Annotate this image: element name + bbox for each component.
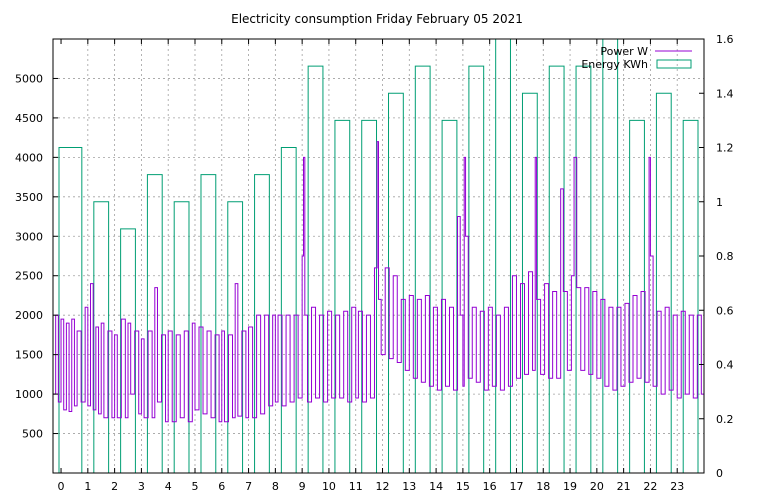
legend: Power W Energy KWh — [581, 45, 692, 71]
y2-tick-label: 0 — [716, 467, 723, 480]
energy-bar — [307, 65, 324, 473]
y-tick-label: 3500 — [15, 191, 43, 204]
x-tick-label: 7 — [245, 480, 252, 493]
x-tick-label: 18 — [536, 480, 550, 493]
y2-tick-label: 1.2 — [716, 142, 734, 155]
energy-bar — [173, 201, 190, 473]
energy-series — [58, 38, 699, 473]
power-line — [53, 141, 704, 423]
x-tick-label: 9 — [299, 480, 306, 493]
y2-tick-label: 0.4 — [716, 359, 734, 372]
x-tick-label: 23 — [670, 480, 684, 493]
legend-swatch-energy — [656, 59, 692, 69]
y-tick-label: 5000 — [15, 72, 43, 85]
energy-bar — [120, 228, 136, 473]
y2-tick-label: 1 — [716, 196, 723, 209]
y-tick-label: 2500 — [15, 270, 43, 283]
x-tick-label: 14 — [429, 480, 443, 493]
x-tick-label: 15 — [456, 480, 470, 493]
x-tick-label: 2 — [111, 480, 118, 493]
chart-title: Electricity consumption Friday February … — [231, 12, 523, 26]
energy-bar — [629, 119, 645, 473]
y2-tick-label: 0.8 — [716, 250, 734, 263]
energy-bar — [227, 201, 244, 473]
energy-bar — [58, 147, 83, 473]
y2-tick-label: 0.2 — [716, 413, 734, 426]
x-tick-label: 3 — [138, 480, 145, 493]
x-tick-label: 10 — [322, 480, 336, 493]
y2-tick-label: 1.4 — [716, 87, 734, 100]
y-tick-label: 3000 — [15, 230, 43, 243]
energy-bar — [334, 119, 351, 473]
y-tick-label: 4500 — [15, 112, 43, 125]
y-tick-label: 2000 — [15, 309, 43, 322]
energy-bar — [468, 65, 485, 473]
x-tick-label: 19 — [563, 480, 577, 493]
x-tick-label: 16 — [483, 480, 497, 493]
legend-label-energy: Energy KWh — [581, 58, 648, 71]
x-tick-label: 1 — [84, 480, 91, 493]
energy-bar — [254, 174, 270, 473]
y-axis-left: 500 1000 1500 2000 2500 3000 3500 4000 4500 5000 — [15, 72, 58, 441]
energy-bar — [280, 147, 297, 473]
energy-bar — [388, 92, 404, 473]
y-tick-label: 500 — [22, 428, 43, 441]
x-tick-label: 17 — [509, 480, 523, 493]
x-tick-label: 12 — [376, 480, 390, 493]
energy-bar — [575, 65, 592, 473]
y-axis-right: 0 0.2 0.4 0.6 0.8 1 1.2 1.4 1.6 — [699, 33, 734, 480]
energy-bar — [682, 119, 699, 473]
energy-bar — [414, 65, 431, 473]
y-tick-label: 4000 — [15, 151, 43, 164]
energy-bar — [441, 119, 458, 473]
x-tick-label: 6 — [218, 480, 225, 493]
x-tick-label: 13 — [402, 480, 416, 493]
y2-tick-label: 0.6 — [716, 304, 734, 317]
y-tick-label: 1000 — [15, 388, 43, 401]
x-tick-label: 11 — [349, 480, 363, 493]
energy-bar — [146, 174, 163, 473]
x-tick-label: 0 — [58, 480, 65, 493]
x-tick-label: 22 — [643, 480, 657, 493]
energy-bar — [655, 92, 672, 473]
energy-bar — [361, 119, 378, 473]
legend-label-power: Power W — [600, 45, 648, 58]
x-tick-label: 5 — [191, 480, 198, 493]
x-tick-label: 4 — [165, 480, 172, 493]
x-tick-label: 8 — [272, 480, 279, 493]
x-axis: 0 1 2 3 4 5 6 7 8 9 10 11 12 13 14 15 16 17 18 19 20 21 22 23 — [58, 39, 684, 493]
energy-bar — [495, 38, 511, 473]
energy-bar — [93, 201, 110, 473]
energy-bar — [200, 174, 217, 473]
x-tick-label: 21 — [617, 480, 631, 493]
energy-bar — [548, 65, 565, 473]
x-tick-label: 20 — [590, 480, 604, 493]
power-series — [53, 141, 704, 423]
y-tick-label: 1500 — [15, 349, 43, 362]
energy-bar — [602, 38, 619, 473]
y2-tick-label: 1.6 — [716, 33, 734, 46]
